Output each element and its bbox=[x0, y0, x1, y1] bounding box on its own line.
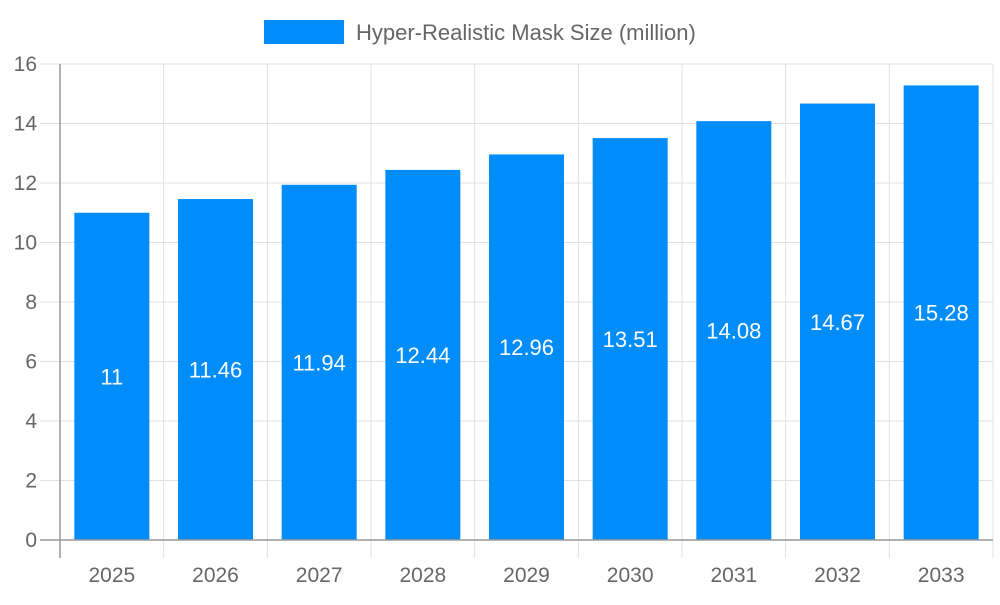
y-tick-label: 4 bbox=[25, 410, 37, 433]
data-label: 13.51 bbox=[603, 327, 658, 352]
y-tick-label: 8 bbox=[25, 291, 37, 314]
data-label: 14.08 bbox=[706, 319, 761, 344]
bar-2030 bbox=[592, 138, 668, 540]
x-tick-label: 2033 bbox=[918, 564, 965, 587]
axes: 0 2 4 6 8 10 12 14 16 2025 2026 2027 2028 2029 2030 203… bbox=[14, 53, 993, 587]
data-label: 12.96 bbox=[499, 335, 554, 360]
bar-2031 bbox=[696, 121, 772, 541]
bars: 11 11.46 11.94 12.44 12.96 13.51 14.08 14.67 15.… bbox=[74, 85, 979, 541]
x-tick-label: 2031 bbox=[710, 564, 757, 587]
bar-2027 bbox=[281, 184, 357, 540]
x-tick-label: 2029 bbox=[503, 564, 550, 587]
x-tick-label: 2025 bbox=[88, 564, 135, 587]
x-tick-label: 2032 bbox=[814, 564, 861, 587]
x-tick-label: 2028 bbox=[399, 564, 446, 587]
bar-2028 bbox=[385, 169, 461, 540]
y-tick-label: 16 bbox=[14, 53, 37, 76]
bar-2029 bbox=[489, 154, 564, 540]
data-label: 15.28 bbox=[914, 301, 969, 326]
data-label: 11.46 bbox=[189, 358, 242, 383]
data-label: 11 bbox=[100, 364, 123, 389]
y-tick-label: 6 bbox=[25, 351, 37, 374]
legend-label: Hyper-Realistic Mask Size (million) bbox=[356, 20, 696, 45]
data-label: 11.94 bbox=[292, 350, 345, 375]
bar-2033 bbox=[903, 85, 979, 541]
x-tick-label: 2030 bbox=[607, 564, 654, 587]
bar-2026 bbox=[178, 199, 253, 540]
y-tick-label: 2 bbox=[25, 470, 37, 493]
x-tick-label: 2027 bbox=[296, 564, 343, 587]
y-tick-label: 12 bbox=[14, 172, 37, 195]
y-tick-label: 10 bbox=[14, 232, 37, 255]
data-label: 12.44 bbox=[395, 343, 450, 368]
bar-2032 bbox=[800, 103, 875, 540]
y-tick-label: 0 bbox=[25, 529, 37, 552]
data-label: 14.67 bbox=[810, 310, 865, 335]
legend-swatch bbox=[264, 20, 344, 44]
bar-2025 bbox=[74, 212, 150, 540]
y-tick-label: 14 bbox=[14, 113, 38, 136]
x-tick-label: 2026 bbox=[192, 564, 239, 587]
legend[interactable]: Hyper-Realistic Mask Size (million) bbox=[264, 20, 696, 45]
